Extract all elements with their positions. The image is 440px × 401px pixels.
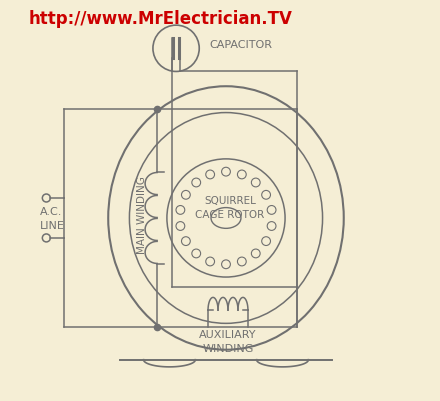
Text: AUXILIARY
WINDING: AUXILIARY WINDING	[199, 330, 257, 352]
Text: CAPACITOR: CAPACITOR	[209, 40, 272, 50]
Text: SQUIRREL
CAGE ROTOR: SQUIRREL CAGE ROTOR	[195, 195, 264, 219]
Text: http://www.MrElectrician.TV: http://www.MrElectrician.TV	[28, 10, 292, 28]
Text: A.C.
LINE: A.C. LINE	[40, 207, 65, 230]
Text: MAIN WINDING: MAIN WINDING	[137, 176, 147, 253]
